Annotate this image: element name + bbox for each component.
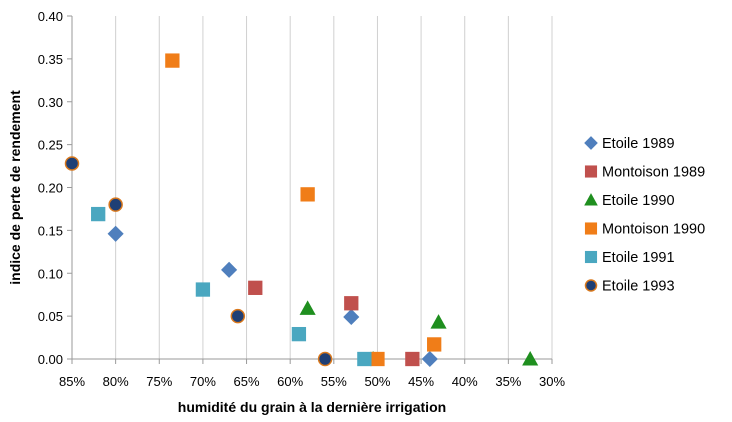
x-tick-label-2: 75%	[146, 374, 172, 389]
y-axis-title: indice de perte de rendement	[7, 90, 23, 285]
x-tick-label-5: 60%	[277, 374, 303, 389]
point-series-5-0	[64, 156, 80, 171]
legend-label-4: Etoile 1991	[602, 250, 675, 266]
y-tick-label-6: 0.30	[38, 95, 63, 110]
y-tick-label-5: 0.25	[38, 138, 63, 153]
legend-label-1: Montoison 1989	[602, 165, 705, 181]
legend-marker-5	[584, 279, 598, 292]
point-series-1-1	[344, 296, 359, 311]
y-tick-label-3: 0.15	[38, 223, 63, 238]
legend-label-5: Etoile 1993	[602, 279, 675, 295]
y-tick-label-1: 0.05	[38, 309, 63, 324]
x-tick-label-9: 40%	[452, 374, 478, 389]
data-points	[64, 53, 539, 368]
y-axis-ticks: 0.00 0.05 0.10 0.15 0.20 0.25 0.30 0.35 0.40	[38, 9, 72, 367]
x-tick-label-6: 55%	[321, 374, 347, 389]
x-tick-label-8: 45%	[408, 374, 434, 389]
x-tick-label-7: 50%	[364, 374, 390, 389]
legend-label-3: Montoison 1990	[602, 222, 705, 238]
legend-marker-1	[584, 165, 598, 178]
point-series-4-0	[91, 206, 106, 222]
point-series-4-1	[195, 282, 211, 297]
x-tick-label-10: 35%	[495, 374, 521, 389]
point-series-5-2	[230, 308, 246, 324]
point-series-3-0	[165, 53, 180, 68]
legend-marker-2	[584, 193, 598, 206]
point-series-5-1	[108, 197, 123, 212]
x-tick-label-4: 65%	[234, 374, 260, 389]
y-tick-label-0: 0.00	[38, 352, 63, 367]
legend-marker-3	[584, 222, 598, 235]
legend-label-0: Etoile 1989	[602, 136, 675, 152]
point-series-2-2	[522, 350, 539, 366]
point-series-2-0	[299, 300, 316, 315]
point-series-4-3	[357, 351, 372, 367]
legend-label-2: Etoile 1990	[602, 193, 675, 209]
x-tick-label-3: 70%	[190, 374, 216, 389]
y-tick-label-8: 0.40	[38, 9, 63, 24]
x-tick-label-1: 80%	[103, 374, 129, 389]
x-axis-title: humidité du grain à la dernière irrigati…	[178, 399, 446, 415]
gridlines	[71, 16, 553, 359]
x-tick-label-11: 30%	[539, 374, 565, 389]
point-series-0-0	[107, 225, 124, 242]
point-series-3-1	[300, 187, 315, 202]
y-tick-label-2: 0.10	[38, 266, 63, 281]
point-series-0-2	[343, 308, 360, 326]
legend: Etoile 1989 Montoison 1989 Etoile 1990 Mont…	[584, 136, 705, 295]
legend-marker-4	[584, 250, 598, 264]
legend-marker-0	[584, 136, 598, 150]
point-series-2-1	[430, 314, 447, 329]
point-series-5-3	[317, 351, 333, 367]
point-series-0-1	[221, 261, 238, 278]
x-axis-ticks: 85% 80% 75% 70% 65% 60% 55% 50% 45% 40% 35% 30%	[59, 359, 565, 389]
point-series-1-2	[405, 351, 420, 367]
y-tick-label-7: 0.35	[38, 52, 63, 67]
point-series-4-2	[291, 326, 307, 342]
point-series-1-0	[248, 280, 263, 295]
x-tick-label-0: 85%	[59, 374, 85, 389]
point-series-0-3	[421, 350, 438, 368]
point-series-3-3	[370, 351, 385, 367]
point-series-3-2	[427, 337, 442, 352]
y-tick-label-4: 0.20	[38, 181, 63, 196]
